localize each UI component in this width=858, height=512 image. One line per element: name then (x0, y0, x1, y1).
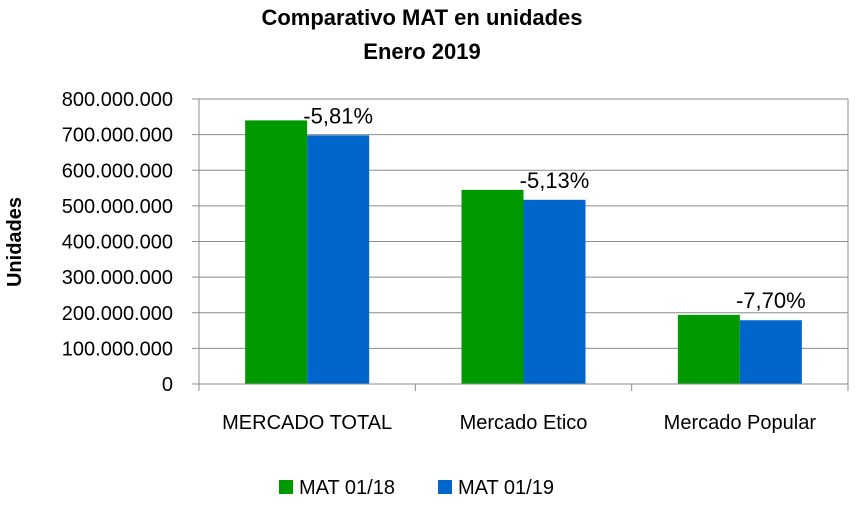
bar-mat-01-19 (307, 135, 370, 384)
x-category-label: MERCADO TOTAL (222, 412, 392, 434)
legend-label: MAT 01/18 (299, 477, 395, 499)
y-tick-label: 500.000.000 (62, 196, 173, 218)
y-axis-ticks: 0 100.000.000 200.000.000 300.000.000 400.00… (62, 89, 173, 396)
y-tick-label: 300.000.000 (62, 267, 173, 289)
y-tick-label: 0 (162, 374, 173, 396)
y-tick-label: 700.000.000 (62, 125, 173, 147)
legend-swatch (279, 480, 293, 494)
y-tick-label: 400.000.000 (62, 232, 173, 254)
percent-change-label: -5,81% (303, 103, 373, 128)
y-tick-label: 800.000.000 (62, 89, 173, 111)
x-category-label: Mercado Etico (460, 412, 588, 434)
bar-mat-01-18 (245, 120, 308, 384)
axes (192, 98, 849, 391)
chart-subtitle: Enero 2019 (363, 39, 480, 64)
x-category-label: Mercado Popular (664, 412, 817, 434)
y-tick-label: 200.000.000 (62, 303, 173, 325)
legend: MAT 01/18 MAT 01/19 (279, 477, 554, 499)
percent-change-label: -7,70% (736, 288, 806, 313)
bar-mat-01-18 (461, 189, 524, 384)
y-tick-label: 100.000.000 (62, 338, 173, 360)
chart-title: Comparativo MAT en unidades (261, 5, 582, 30)
bar-mat-01-19 (523, 199, 586, 384)
legend-label: MAT 01/19 (458, 477, 554, 499)
x-axis-categories: MERCADO TOTAL Mercado Etico Mercado Popula… (222, 412, 816, 434)
bar-mat-01-18 (677, 314, 740, 384)
data-labels: -5,81% -5,13% -7,70% (303, 103, 805, 313)
percent-change-label: -5,13% (520, 168, 590, 193)
y-axis-title: Unidades (4, 197, 26, 287)
bar-mat-01-19 (739, 320, 802, 384)
y-tick-label: 600.000.000 (62, 160, 173, 182)
bars (245, 120, 802, 384)
legend-swatch (438, 480, 452, 494)
